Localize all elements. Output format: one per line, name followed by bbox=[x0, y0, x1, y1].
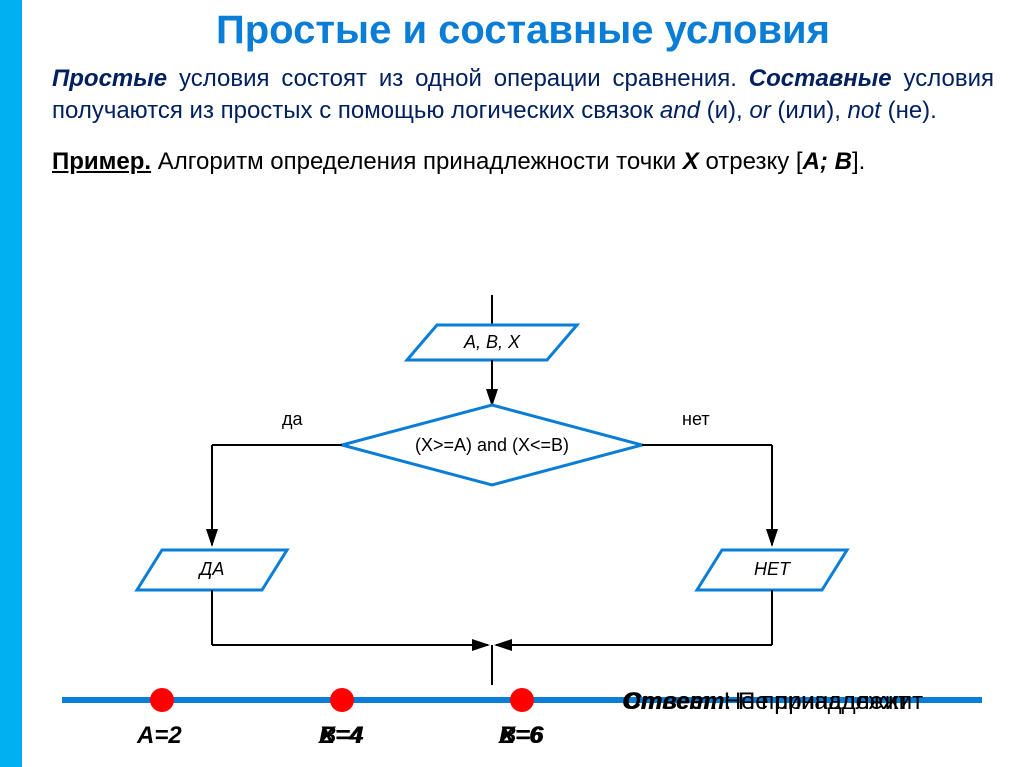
flowchart-svg: A, B, X (X>=A) and (X<=B) да нет ДА НЕТ bbox=[22, 295, 1024, 690]
def-not-ru: (не). bbox=[881, 97, 937, 124]
keyword-or: or bbox=[749, 97, 770, 124]
example-semi: ; bbox=[820, 148, 835, 175]
term-composite: Составные bbox=[749, 65, 892, 92]
point-b1 bbox=[330, 688, 354, 712]
answer-rest-2: : Пе принадлежит bbox=[725, 688, 924, 715]
input-label: A, B, X bbox=[463, 332, 521, 352]
yes-output-text: ДА bbox=[198, 559, 225, 579]
answer-prefix-2: Ствеет bbox=[624, 688, 725, 715]
flowchart-container: A, B, X (X>=A) and (X<=B) да нет ДА НЕТ bbox=[22, 295, 1024, 695]
def-and-ru: (и), bbox=[700, 97, 749, 124]
definition-paragraph: Простые условия состоят из одной операци… bbox=[22, 53, 1024, 128]
numberline-container: A=2 B=4 X=4 B=6 X=6 Ответ: Не принадлежи… bbox=[22, 680, 1024, 760]
example-b: B bbox=[835, 148, 852, 175]
point-a bbox=[150, 688, 174, 712]
example-close: ]. bbox=[852, 148, 865, 175]
sidebar-accent bbox=[0, 0, 22, 767]
no-output-text: НЕТ bbox=[754, 559, 792, 579]
example-paragraph: Пример. Алгоритм определения принадлежно… bbox=[22, 136, 1024, 178]
keyword-and: and bbox=[660, 97, 700, 124]
def-text-1: условия состоят из одной операции сравне… bbox=[167, 65, 749, 92]
example-text-2: отрезку [ bbox=[699, 148, 803, 175]
example-x: X bbox=[683, 148, 699, 175]
label-b2-x: X=6 bbox=[499, 722, 542, 750]
example-label: Пример. bbox=[52, 148, 151, 175]
example-a: A bbox=[803, 148, 820, 175]
point-b2 bbox=[510, 688, 534, 712]
page-title: Простые и составные условия bbox=[22, 0, 1024, 53]
def-or-ru: (или), bbox=[771, 97, 848, 124]
term-simple: Простые bbox=[52, 65, 167, 92]
label-a: A=2 bbox=[137, 722, 182, 750]
no-branch-label: нет bbox=[682, 409, 710, 429]
label-b1-x: X=4 bbox=[319, 722, 362, 750]
example-text-1: Алгоритм определения принадлежности точк… bbox=[151, 148, 683, 175]
keyword-not: not bbox=[848, 97, 881, 124]
condition-text: (X>=A) and (X<=B) bbox=[415, 435, 569, 455]
yes-branch-label: да bbox=[282, 409, 304, 429]
